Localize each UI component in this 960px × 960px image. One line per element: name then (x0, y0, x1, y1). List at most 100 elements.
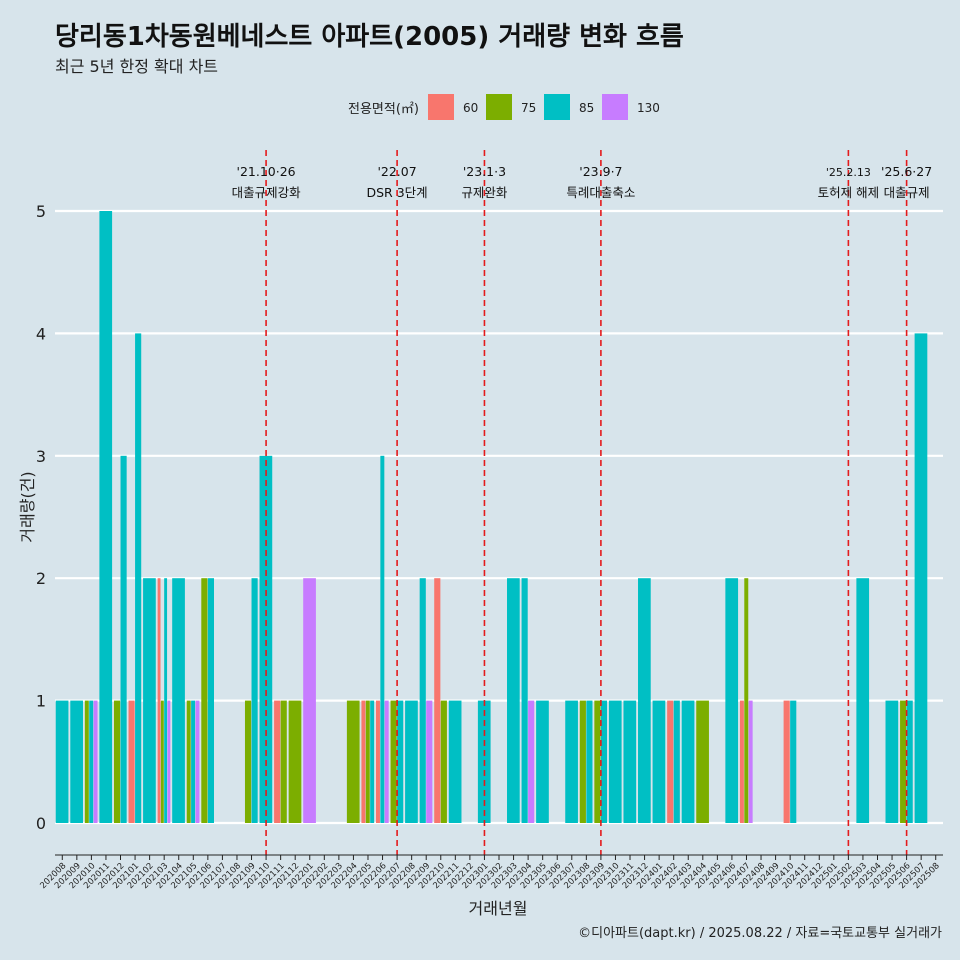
bar-202410-85 (790, 700, 797, 823)
bar-202207-75 (390, 700, 397, 823)
bar-202505-85 (885, 700, 899, 823)
legend-label-130: 130 (637, 101, 660, 115)
bar-202103-85 (164, 578, 168, 823)
bar-202010-85 (89, 700, 94, 823)
bar-202207-85 (397, 700, 404, 823)
bar-202206-85 (380, 455, 385, 823)
bar-202012-85 (120, 455, 127, 823)
legend-title: 전용면적(㎡) (348, 102, 419, 117)
bar-202103-60 (157, 578, 161, 823)
bar-202012-75 (113, 700, 121, 823)
legend-swatch-85 (544, 94, 570, 120)
bar-202211-85 (448, 700, 462, 823)
bars (55, 211, 928, 823)
event-label: 특례대출축소 (566, 185, 635, 200)
bar-202112-75 (288, 700, 302, 823)
bar-202111-60 (274, 700, 281, 823)
bar-202304-85 (521, 578, 528, 823)
event-date: '21.10·26 (237, 164, 296, 179)
bar-202206-130 (384, 700, 389, 823)
event-label: 토허제 해제 (818, 185, 879, 200)
bar-202404-75 (696, 700, 709, 823)
bar-202101-85 (135, 333, 142, 823)
bar-202103-130 (167, 700, 171, 823)
event-label: 대출규제 (884, 185, 930, 200)
bar-202208-85 (405, 700, 418, 823)
legend-label-75: 75 (521, 101, 536, 115)
bar-202110-85 (259, 455, 273, 823)
chart-title: 당리동1차동원베네스트 아파트(2005) 거래량 변화 흐름 (55, 22, 684, 52)
event-date: '22.07 (377, 164, 416, 179)
bar-202209-130 (426, 700, 433, 823)
bar-202011-85 (99, 211, 113, 823)
y-tick-label: 1 (36, 692, 46, 711)
event-date: '25.6·27 (881, 164, 932, 179)
bar-202201-130 (303, 578, 316, 823)
bar-202307-85 (565, 700, 578, 823)
bar-202507-85 (914, 333, 928, 823)
bar-202104-85 (172, 578, 185, 823)
bar-202106-85 (207, 578, 214, 823)
bar-202402-60 (667, 700, 674, 823)
y-tick-label: 5 (36, 202, 46, 221)
bar-202503-85 (856, 578, 870, 823)
bar-202210-75 (440, 700, 447, 823)
y-tick-label: 0 (36, 814, 46, 833)
bar-202311-85 (623, 700, 637, 823)
bar-202303-85 (507, 578, 520, 823)
legend-label-85: 85 (579, 101, 594, 115)
y-tick-label: 2 (36, 569, 46, 588)
y-axis: 0 1 2 3 4 5 (36, 202, 46, 833)
bar-202403-85 (681, 700, 695, 823)
bar-202308-75 (579, 700, 586, 823)
event-date: '25.2.13 (826, 166, 871, 179)
event-date: '23.1·3 (463, 164, 506, 179)
bar-202205-75 (365, 700, 370, 823)
bar-202407-60 (739, 700, 744, 823)
legend-label-60: 60 (463, 101, 478, 115)
event-label: DSR 3단계 (367, 185, 428, 200)
bar-202105-85 (191, 700, 196, 823)
bar-202109-85 (251, 578, 258, 823)
bar-202204-75 (346, 700, 360, 823)
legend-swatch-75 (486, 94, 512, 120)
bar-202205-85 (370, 700, 375, 823)
bar-202410-60 (783, 700, 790, 823)
bar-202506-75 (900, 700, 907, 823)
bar-202210-60 (434, 578, 441, 823)
bar-202109-75 (244, 700, 252, 823)
x-axis-title: 거래년월 (469, 899, 528, 918)
bar-202407-130 (748, 700, 753, 823)
source-footer: ©디아파트(dapt.kr) / 2025.08.22 / 자료=국토교통부 실… (578, 926, 942, 941)
bar-202009-85 (70, 700, 83, 823)
legend-swatch-130 (602, 94, 628, 120)
bar-202102-85 (143, 578, 156, 823)
bar-202304-130 (528, 700, 535, 823)
bar-202305-85 (536, 700, 549, 823)
bar-202402-85 (673, 700, 680, 823)
bar-202105-130 (195, 700, 200, 823)
annotations: '21.10·26 대출규제강화 '22.07 DSR 3단계 '23.1·3 규제완화 '… (232, 150, 932, 855)
bar-202105-75 (186, 700, 191, 823)
bar-202010-130 (93, 700, 98, 823)
legend-swatch-60 (428, 94, 454, 120)
legend: 전용면적(㎡) 60 75 85 130 (348, 94, 660, 120)
bar-202406-85 (725, 578, 739, 823)
bar-202008-85 (55, 700, 69, 823)
bar-202309-75 (594, 700, 601, 823)
bar-202407-75 (744, 578, 749, 823)
x-axis: 2020082020092020102020112020122021012021… (38, 854, 943, 891)
bar-202209-85 (419, 578, 426, 823)
bar-202106-75 (201, 578, 208, 823)
bar-202401-85 (652, 700, 666, 823)
bar-202309-85 (600, 700, 608, 823)
event-label: 규제완화 (461, 185, 508, 200)
y-tick-label: 3 (36, 447, 46, 466)
event-label: 대출규제강화 (232, 185, 302, 200)
y-axis-title: 거래량(건) (18, 471, 37, 542)
bar-202205-60 (361, 700, 366, 823)
y-tick-label: 4 (36, 324, 46, 343)
bar-202206-60 (375, 700, 380, 823)
bar-202308-85 (586, 700, 593, 823)
